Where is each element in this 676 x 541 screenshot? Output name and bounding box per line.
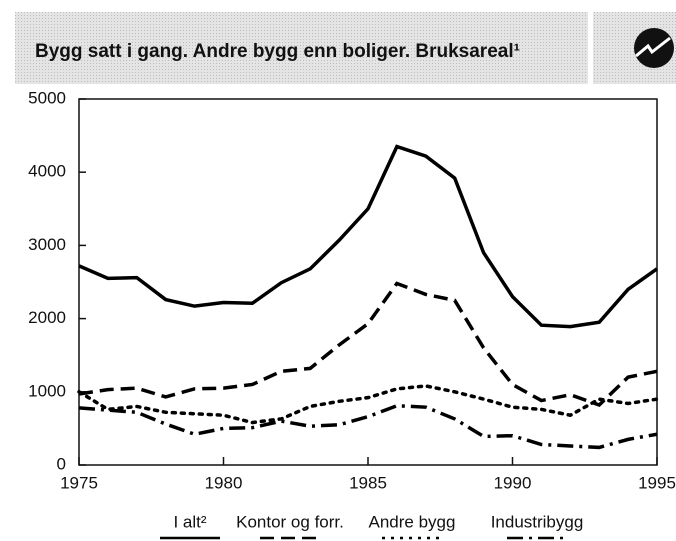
y-tick-label: 4000 [28, 162, 66, 181]
series-line [78, 403, 658, 450]
y-tick-label: 5000 [28, 88, 66, 107]
x-tick-label: 1985 [349, 473, 387, 492]
y-tick-label: 1000 [28, 381, 66, 400]
series-line [78, 144, 659, 329]
icon-zigzag [635, 36, 671, 58]
legend-label: I alt² [173, 512, 206, 531]
legend-label: Andre bygg [369, 512, 456, 531]
title-banner [15, 12, 588, 84]
x-tick-label: 1980 [205, 473, 243, 492]
y-tick-label: 0 [57, 454, 66, 473]
series-line [77, 384, 659, 425]
series-line [78, 281, 658, 407]
icon [634, 28, 674, 68]
y-tick-label: 2000 [28, 308, 66, 327]
y-tick-label: 3000 [28, 235, 66, 254]
x-tick-label: 1990 [494, 473, 532, 492]
chart-title: Bygg satt i gang. Andre bygg enn boliger… [35, 41, 520, 62]
legend-label: Kontor og forr. [236, 512, 344, 531]
x-tick-label: 1975 [60, 473, 98, 492]
x-tick-label: 1995 [638, 473, 676, 492]
plot-frame [78, 98, 658, 466]
legend-label: Industribygg [491, 512, 584, 531]
